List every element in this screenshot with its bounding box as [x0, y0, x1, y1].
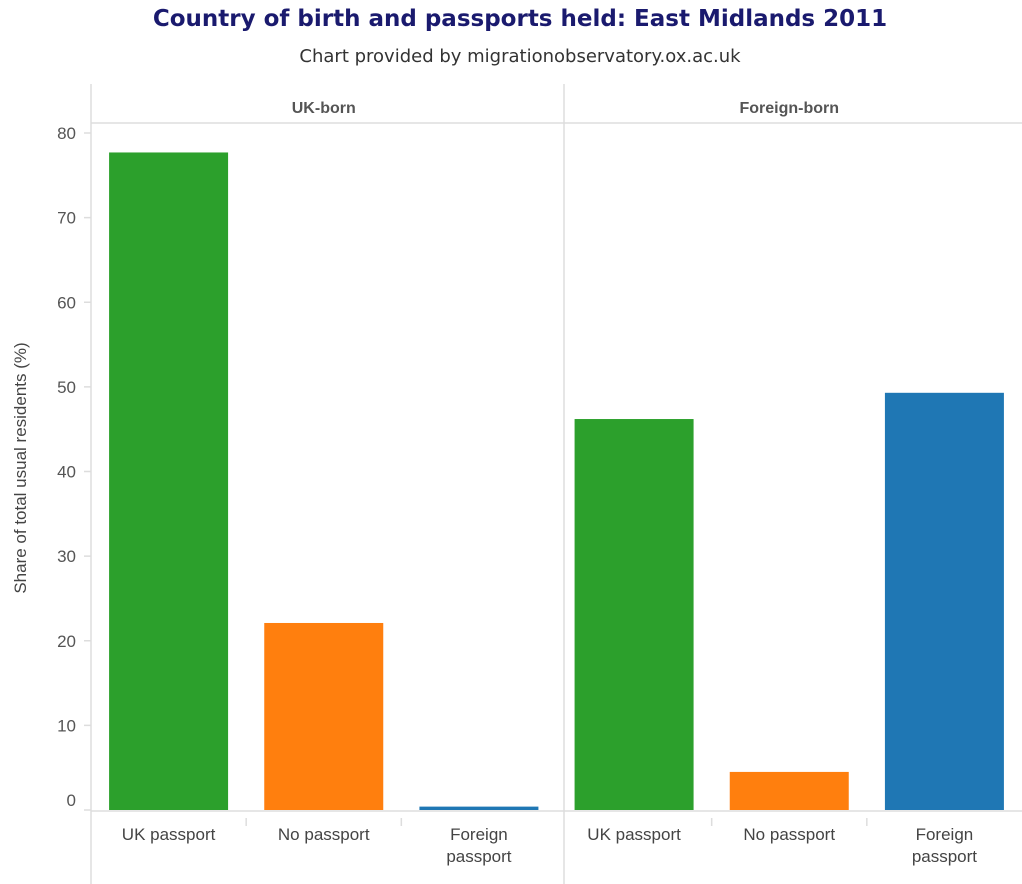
panel-header: UK-born — [292, 100, 356, 117]
y-axis-label: Share of total usual residents (%) — [11, 342, 30, 593]
bar — [109, 152, 229, 810]
x-tick-label: UK passport — [587, 825, 681, 844]
y-tick-label: 20 — [57, 632, 76, 651]
chart-subtitle: Chart provided by migrationobservatory.o… — [299, 46, 741, 67]
y-tick-label: 40 — [57, 463, 76, 482]
x-tick-label: Foreign passport — [912, 825, 977, 866]
bar — [419, 806, 539, 810]
x-tick-label: No passport — [278, 825, 370, 844]
bar — [884, 392, 1004, 810]
y-tick-label: 50 — [57, 378, 76, 397]
x-tick-label: No passport — [743, 825, 835, 844]
y-tick-label: 70 — [57, 209, 76, 228]
y-tick-label: 60 — [57, 293, 76, 312]
y-tick-label: 30 — [57, 547, 76, 566]
chart-title: Country of birth and passports held: Eas… — [152, 6, 888, 32]
y-tick-label: 0 — [67, 791, 76, 810]
y-tick-label: 10 — [57, 716, 76, 735]
x-tick-label: Foreign passport — [446, 825, 511, 866]
panel-header: Foreign-born — [739, 100, 839, 117]
bar — [574, 419, 694, 810]
x-tick-label: UK passport — [122, 825, 216, 844]
y-tick-label: 80 — [57, 124, 76, 143]
bar — [264, 622, 384, 810]
bar — [729, 771, 849, 810]
